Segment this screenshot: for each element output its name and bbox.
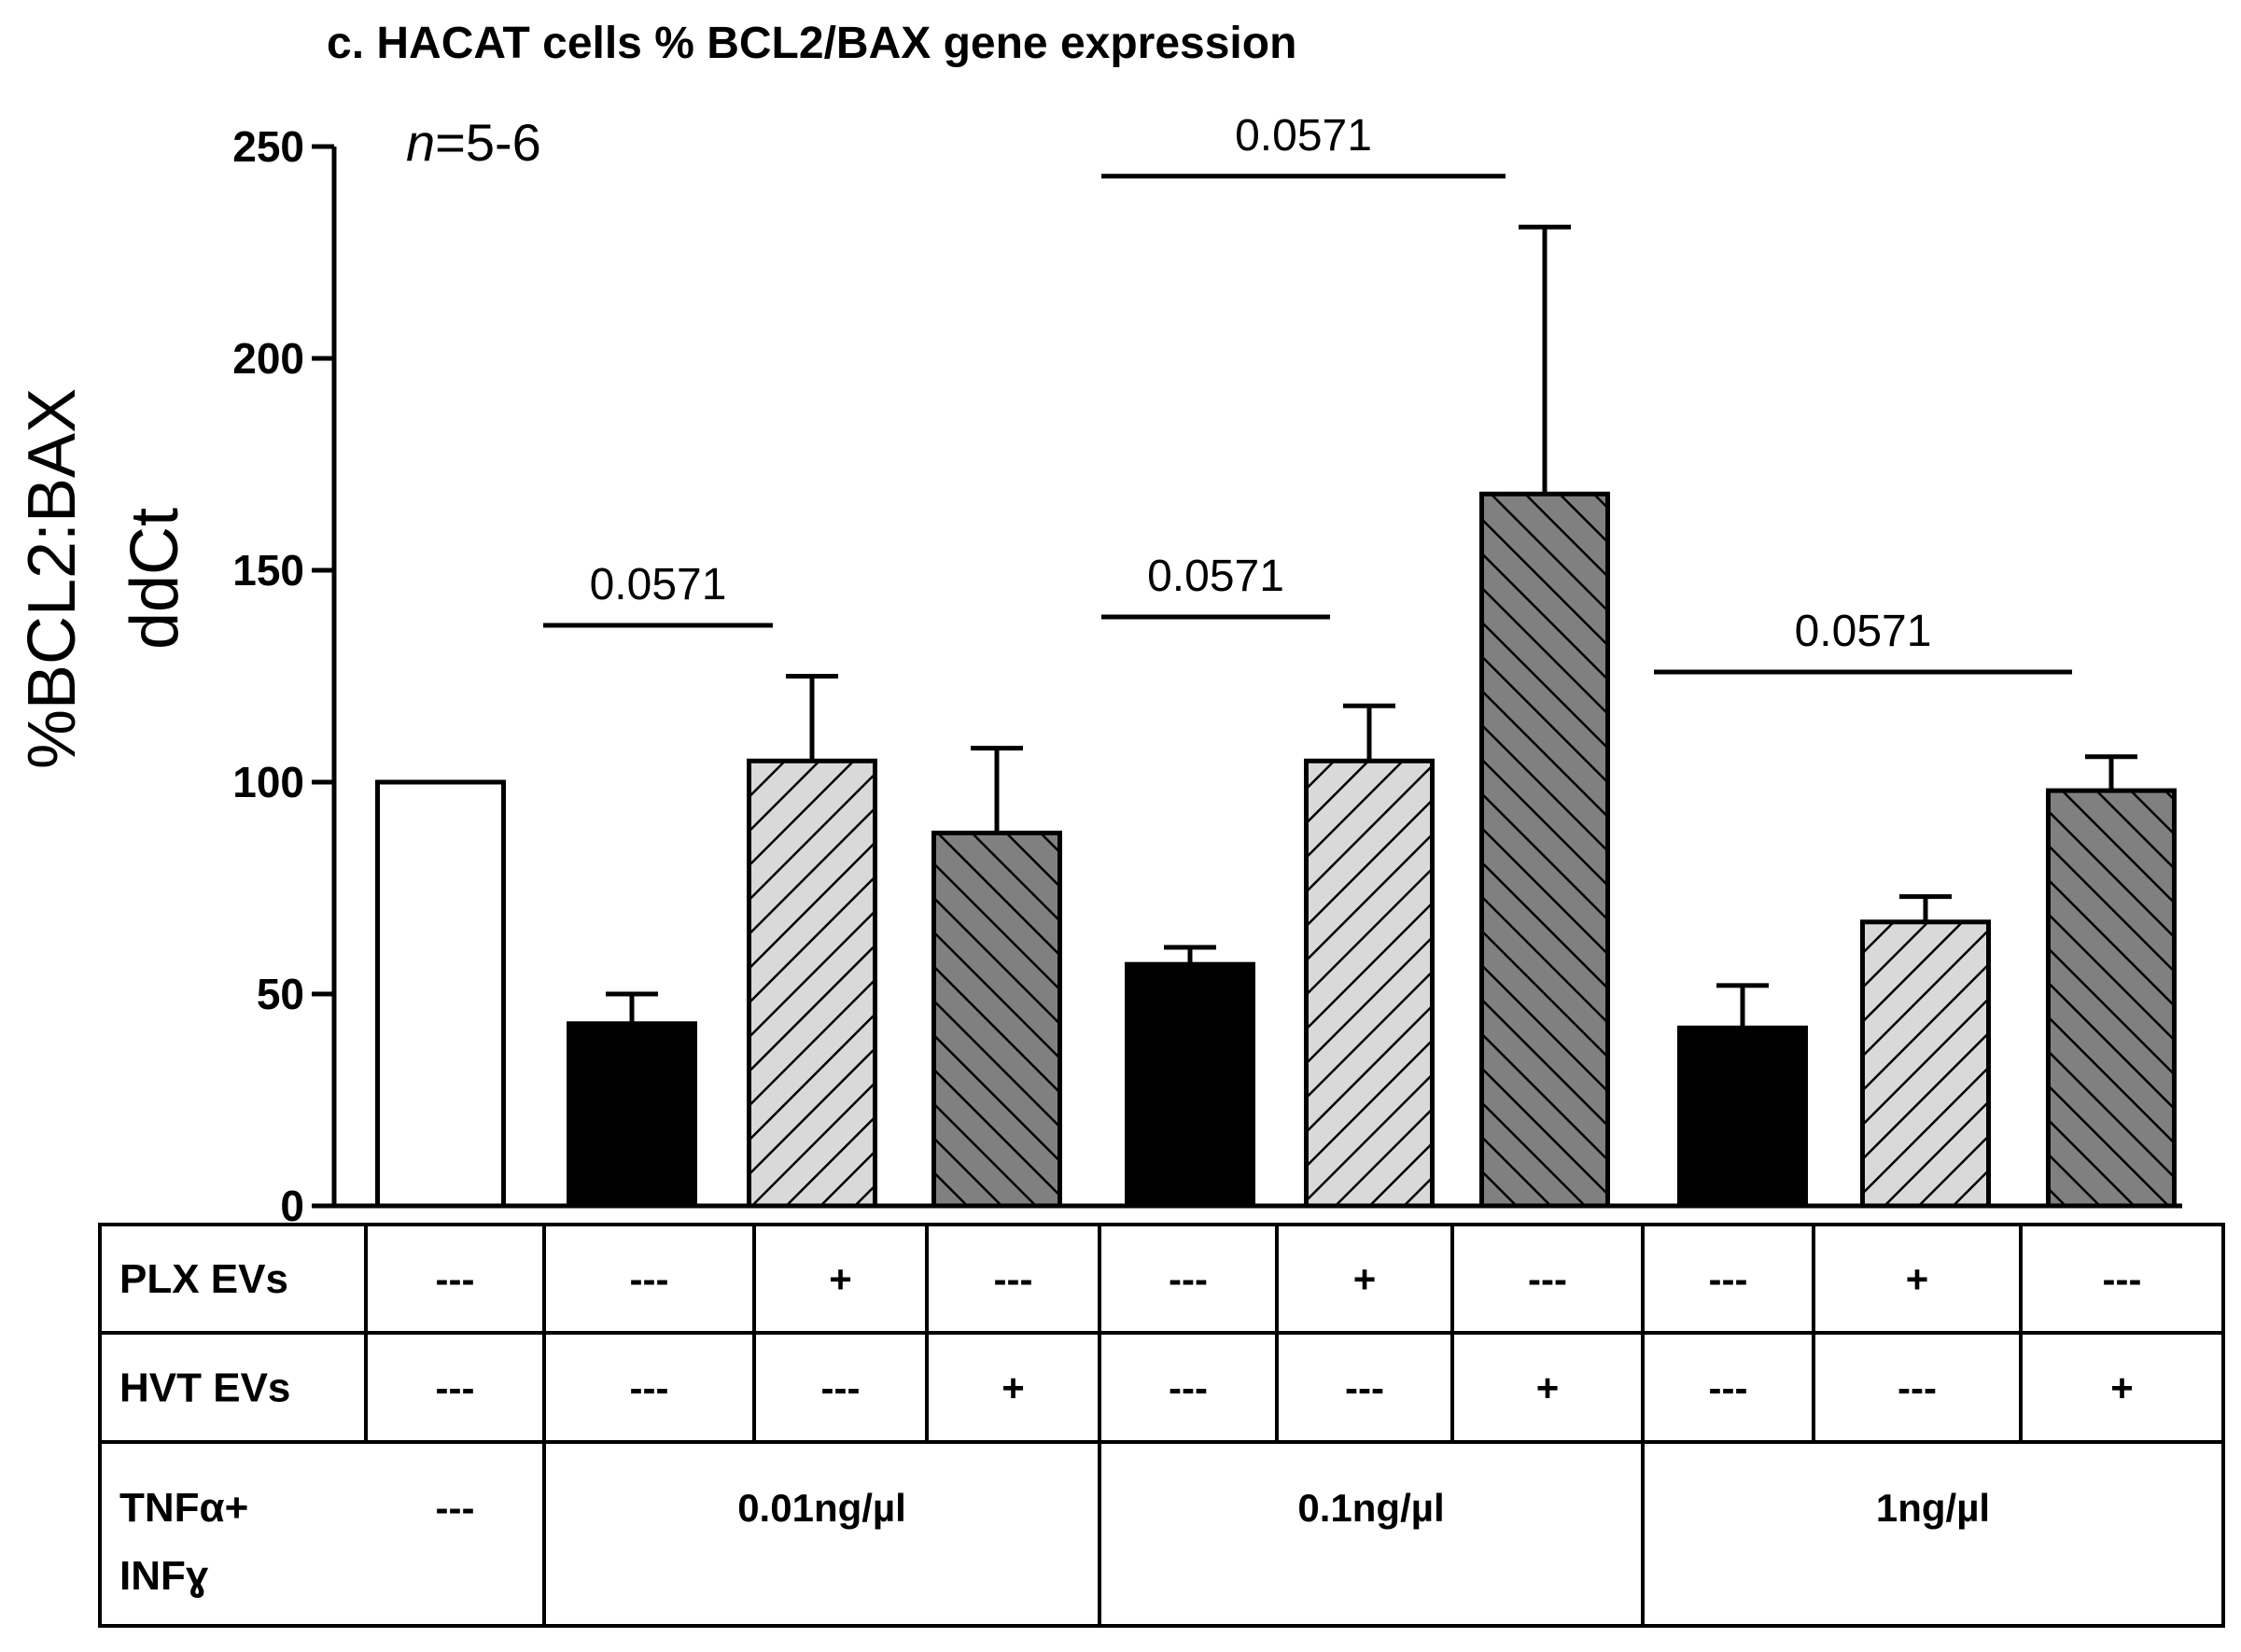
- treatment-cell-1: ---: [436, 1486, 475, 1530]
- table-cell-r2-c9: ---: [1898, 1366, 1937, 1410]
- bar-10: [2046, 788, 2177, 1209]
- significance-label-3: 0.0571: [1235, 111, 1372, 161]
- significance-label-1: 0.0571: [590, 560, 727, 609]
- bar-3: [747, 758, 877, 1209]
- bar-1: [375, 779, 506, 1209]
- table-cell-r2-c3: ---: [821, 1366, 861, 1410]
- y-tick-label-50: 50: [257, 970, 304, 1018]
- y-axis: 0 50 100 150 200 250: [232, 122, 337, 1230]
- table-cell-r2-c10: +: [2110, 1366, 2134, 1410]
- table-border: [98, 1223, 2225, 1628]
- table-cell-r1-c8: ---: [1709, 1257, 1748, 1301]
- condition-table: PLX EVs --- --- + --- --- + --- --- + --- HVT EVs --…: [98, 1223, 2225, 1628]
- treatment-cell-4: 1ng/µl: [1876, 1486, 1990, 1530]
- bar-6: [1304, 758, 1435, 1209]
- table-row-label-1: PLX EVs: [119, 1256, 288, 1302]
- table-cell-r1-c4: ---: [994, 1257, 1033, 1301]
- significance-label-4: 0.0571: [1795, 607, 1932, 656]
- bar-8: [1677, 1025, 1808, 1209]
- table-cell-r2-c8: ---: [1709, 1366, 1748, 1410]
- table-cell-r1-c5: ---: [1169, 1257, 1208, 1301]
- y-tick-label-150: 150: [232, 546, 304, 595]
- table-cell-r2-c2: ---: [630, 1366, 669, 1410]
- chart-title: c. HACAT cells % BCL2/BAX gene expressio…: [327, 19, 1296, 68]
- bar-5: [1125, 961, 1255, 1209]
- table-cell-r2-c1: ---: [436, 1366, 475, 1410]
- n-range: =5-6: [435, 113, 541, 172]
- treatment-cell-3: 0.1ng/µl: [1297, 1486, 1444, 1530]
- bar-9: [1860, 919, 1991, 1209]
- bar-7: [1479, 491, 1610, 1209]
- table-cell-r2-c6: ---: [1345, 1366, 1384, 1410]
- y-tick-label-100: 100: [232, 758, 304, 806]
- bar-2: [567, 1021, 697, 1209]
- treatment-cell-2: 0.01ng/µl: [737, 1486, 906, 1530]
- table-cell-r1-c6: +: [1353, 1257, 1377, 1301]
- table-cell-r1-c1: ---: [436, 1257, 475, 1301]
- y-tick-label-200: 200: [232, 334, 304, 383]
- bars: [375, 491, 2177, 1209]
- table-cell-r1-c9: +: [1906, 1257, 1929, 1301]
- sample-size-annotation: n=5-6: [406, 113, 541, 172]
- y-axis-label-line2: ddCt: [118, 508, 192, 650]
- significance-label-2: 0.0571: [1147, 552, 1284, 601]
- y-tick-label-0: 0: [280, 1182, 304, 1230]
- table-cell-r2-c7: +: [1536, 1366, 1560, 1410]
- table-cell-r1-c7: ---: [1528, 1257, 1567, 1301]
- table-cell-r2-c5: ---: [1169, 1366, 1208, 1410]
- significance-brackets: 0.0571 0.0571 0.0571 0.0571: [543, 111, 2072, 675]
- treatment-label-line2: INFɣ: [119, 1553, 209, 1599]
- y-axis-label-line1: %BCL2:BAX: [15, 388, 90, 769]
- y-tick-label-250: 250: [232, 122, 304, 171]
- table-cell-r1-c3: +: [829, 1257, 852, 1301]
- table-row-label-2: HVT EVs: [119, 1365, 290, 1411]
- table-cell-r1-c10: ---: [2103, 1257, 2142, 1301]
- bar-4: [931, 830, 1062, 1209]
- treatment-label-line1: TNFα+: [119, 1485, 248, 1531]
- table-cell-r2-c4: +: [1001, 1366, 1025, 1410]
- table-cell-r1-c2: ---: [630, 1257, 669, 1301]
- n-symbol: n: [406, 113, 435, 172]
- error-bars: [606, 224, 2137, 1029]
- y-axis-label: %BCL2:BAX ddCt: [15, 388, 192, 769]
